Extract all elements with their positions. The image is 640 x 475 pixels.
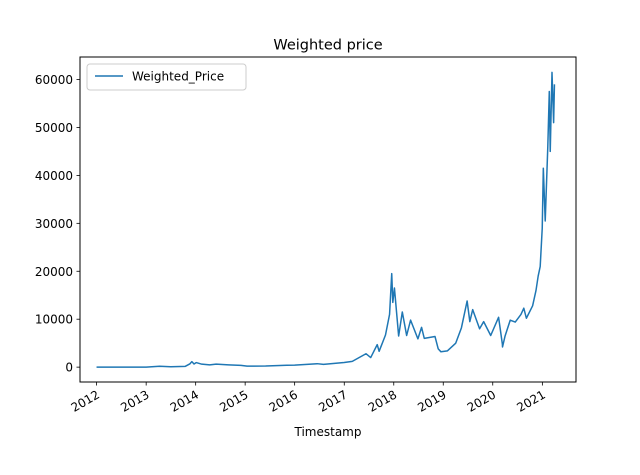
legend-box (86, 63, 247, 91)
series-layer (96, 71, 556, 368)
y-axis-ticks: 0 10000 20000 30000 40000 50000 60000 (35, 73, 80, 375)
y-tick-label: 0 (65, 361, 73, 375)
y-tick-label: 30000 (35, 217, 73, 231)
plot-frame (79, 56, 577, 383)
chart-title: Weighted price (273, 38, 382, 54)
x-axis-label: Timestamp (294, 425, 362, 439)
y-tick-label: 20000 (35, 265, 73, 279)
series-line-weighted-price (96, 71, 556, 368)
y-tick-label: 50000 (35, 121, 73, 135)
y-tick-label: 40000 (35, 169, 73, 183)
y-tick-label: 60000 (35, 73, 73, 87)
legend-label: Weighted_Price (132, 70, 224, 84)
y-tick-label: 10000 (35, 313, 73, 327)
legend: Weighted_Price (86, 63, 247, 91)
